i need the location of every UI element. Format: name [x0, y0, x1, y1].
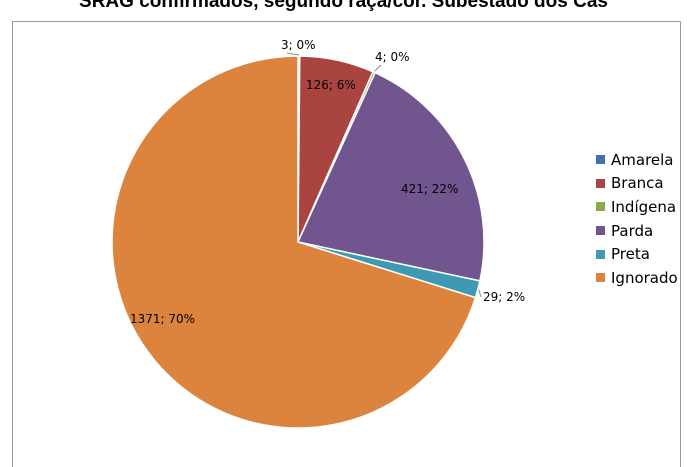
legend-item-branca: Branca [596, 172, 678, 196]
pie-slice-ignorado [111, 55, 477, 429]
data-label-amarela: 3; 0% [281, 38, 316, 52]
legend-label-indigena: Indígena [611, 197, 677, 216]
legend-item-indigena: Indígena [596, 195, 678, 219]
data-labels: 3; 0% 126; 6% 4; 0% 421; 22% 29; 2% 1371; 70% [130, 38, 525, 326]
data-label-indigena: 4; 0% [375, 50, 410, 64]
chart-title: SRAG confirmados, segundo raça/cor. Sube… [79, 0, 608, 12]
legend-item-preta: Preta [596, 242, 678, 266]
leader-line [478, 289, 482, 298]
legend-swatch-ignorado [596, 273, 605, 283]
leader-line [286, 52, 299, 56]
pie-slice-parda [296, 71, 485, 282]
legend-swatch-preta [596, 249, 605, 259]
legend-item-parda: Parda [596, 219, 678, 243]
data-label-ignorado: 1371; 70% [130, 312, 195, 326]
legend-swatch-amarela [596, 155, 605, 165]
data-label-preta: 29; 2% [483, 290, 525, 304]
legend-label-amarela: Amarela [611, 150, 674, 169]
legend-label-branca: Branca [611, 174, 664, 193]
legend-label-parda: Parda [611, 221, 654, 240]
data-label-branca: 126; 6% [306, 78, 356, 92]
leader-line [374, 64, 382, 72]
legend-label-ignorado: Ignorado [611, 268, 678, 287]
legend-swatch-branca [596, 178, 605, 188]
chart-legend: Amarela Branca Indígena Parda Preta Igno… [596, 148, 678, 290]
data-label-parda: 421; 22% [401, 182, 458, 196]
legend-swatch-indigena [596, 202, 605, 212]
legend-swatch-parda [596, 226, 605, 236]
pie-slices [111, 55, 485, 429]
chart-frame [12, 21, 681, 467]
legend-item-ignorado: Ignorado [596, 266, 678, 290]
legend-item-amarela: Amarela [596, 148, 678, 172]
leader-lines [286, 52, 482, 298]
legend-label-preta: Preta [611, 245, 650, 264]
